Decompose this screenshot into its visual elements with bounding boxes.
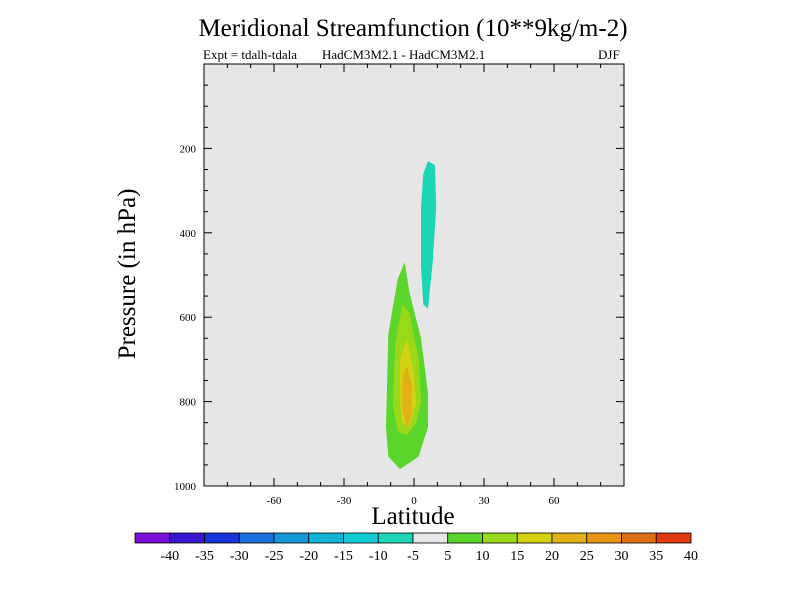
- legend-swatch: [655, 532, 692, 544]
- legend-swatch: [238, 532, 275, 544]
- contour-region-5: [446, 317, 475, 474]
- legend-label: 10: [476, 549, 490, 564]
- legend-label: 5: [444, 549, 451, 564]
- legend-swatch: [412, 532, 449, 544]
- y-tick-label: 200: [180, 143, 197, 155]
- legend-label: -25: [265, 549, 284, 564]
- legend-label: 20: [545, 549, 559, 564]
- legend-label: 40: [684, 549, 698, 564]
- legend-label: -35: [195, 549, 214, 564]
- x-tick-label: -30: [337, 495, 352, 507]
- legend-swatch: [308, 532, 344, 544]
- legend-swatch: [134, 532, 171, 544]
- legend-swatch: [273, 532, 310, 544]
- models-label: HadCM3M2.1 - HadCM3M2.1: [322, 47, 486, 62]
- y-tick-label: 1000: [174, 481, 197, 493]
- contour-region-4: [402, 365, 412, 429]
- contour-region-7: [435, 69, 438, 90]
- legend-label: -40: [160, 549, 179, 564]
- x-tick-label: 60: [549, 495, 561, 507]
- legend-label: -5: [407, 549, 419, 564]
- legend-swatch: [447, 532, 483, 544]
- legend-label: 25: [580, 549, 594, 564]
- legend-swatch: [621, 532, 657, 544]
- legend-label: 35: [649, 549, 663, 564]
- contour-regions: [379, 69, 514, 486]
- legend-swatch: [204, 532, 240, 544]
- contour-region-6: [449, 230, 459, 275]
- y-tick-label: 400: [180, 228, 197, 240]
- legend-swatch: [343, 532, 379, 544]
- legend-swatch: [169, 532, 205, 544]
- contour-region-9: [421, 161, 437, 309]
- legend-swatch: [516, 532, 553, 544]
- color-legend: -40 -35 -30 -25 -20 -15 -10 -5 5 10 15 20 25 30 35 40: [134, 532, 698, 564]
- legend-swatch: [586, 532, 622, 544]
- axis-ticks: -60 -30 0 30 60 200 400 600 800 1000: [174, 64, 624, 507]
- chart-title: Meridional Streamfunction (10**9kg/m-2): [198, 15, 628, 42]
- legend-label: -20: [299, 549, 318, 564]
- legend-label: -15: [334, 549, 353, 564]
- y-tick-label: 800: [180, 397, 197, 409]
- legend-label: 15: [510, 549, 524, 564]
- experiment-label: Expt = tdalh-tdala: [203, 47, 297, 62]
- x-tick-label: -60: [267, 495, 282, 507]
- legend-label: -10: [369, 549, 388, 564]
- y-tick-label: 600: [180, 312, 197, 324]
- legend-swatch: [377, 532, 414, 544]
- legend-label: -30: [230, 549, 249, 564]
- legend-label: 30: [615, 549, 629, 564]
- x-axis-label: Latitude: [371, 503, 455, 530]
- x-tick-label: 0: [411, 495, 417, 507]
- legend-swatch: [551, 532, 588, 544]
- legend-swatch: [482, 532, 518, 544]
- season-label: DJF: [598, 47, 620, 62]
- x-tick-label: 30: [479, 495, 491, 507]
- contour-region-8: [512, 304, 514, 313]
